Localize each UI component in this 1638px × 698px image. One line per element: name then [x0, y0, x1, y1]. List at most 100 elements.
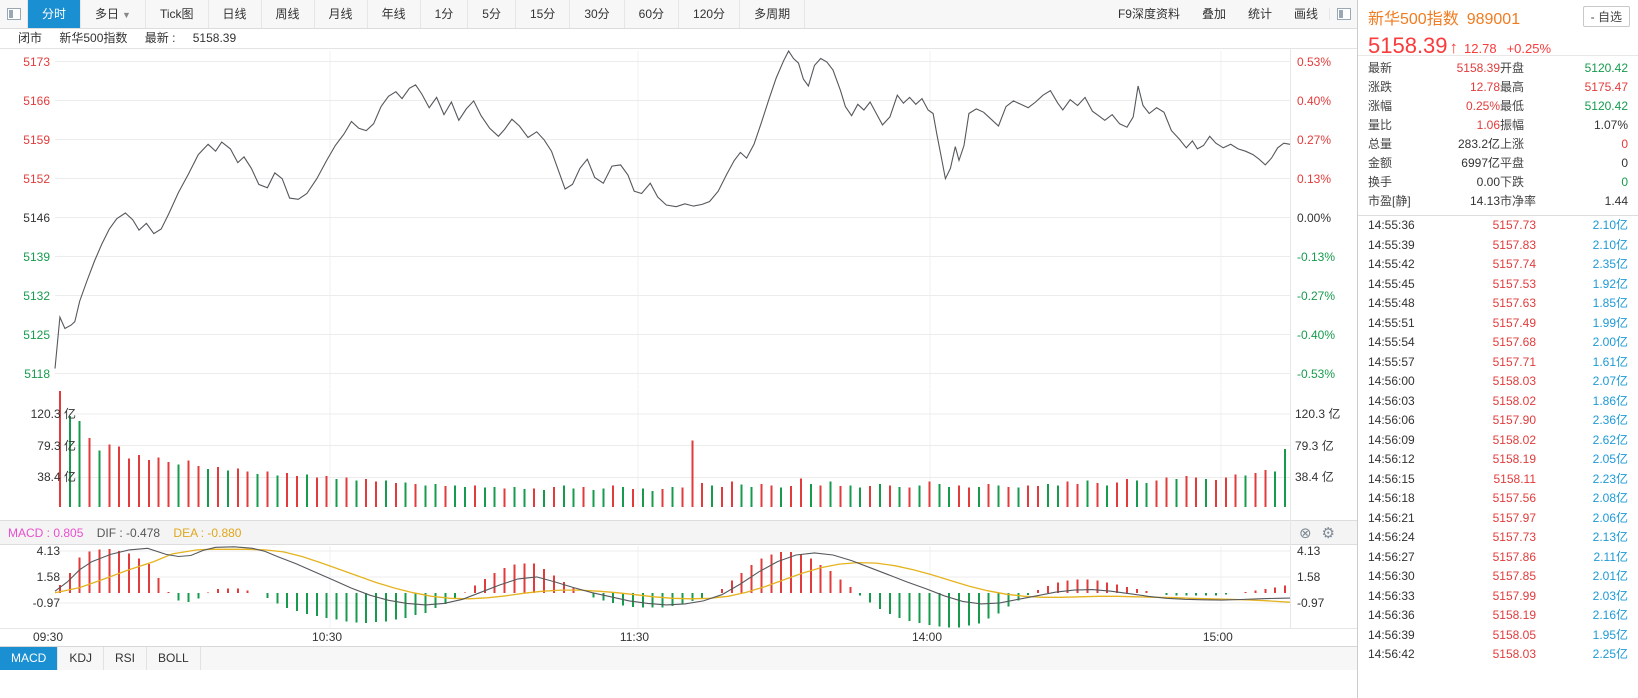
- quote-label: 换手: [1368, 175, 1393, 189]
- indicator-tab-MACD[interactable]: MACD: [0, 647, 59, 670]
- watchlist-remove-button[interactable]: - 自选: [1582, 6, 1630, 27]
- tick-price: 5157.71: [1492, 354, 1536, 369]
- axis-tick: -0.97: [1297, 596, 1325, 611]
- instrument-name: 新华500指数: [1368, 11, 1459, 28]
- period-toolbar: 分时 多日 ▼ Tick图 日线 周线 月线 年线 1分 5分 15分 30分 60分 120分 多周期 F…: [0, 0, 1357, 29]
- tick-row: 14:55:54 5157.68 2.00亿: [1358, 333, 1638, 353]
- period-tab-多周期[interactable]: 多周期: [740, 0, 806, 28]
- axis-tick: -0.13%: [1297, 249, 1336, 264]
- axis-tick: 0.40%: [1297, 93, 1332, 108]
- market-status: 闭市: [18, 31, 43, 45]
- tick-time: 14:55:48: [1368, 296, 1415, 310]
- tick-price: 5158.03: [1492, 647, 1536, 661]
- toolbar-action-叠加[interactable]: 叠加: [1201, 7, 1226, 21]
- tick-row: 14:56:15 5158.11 2.23亿: [1358, 470, 1638, 490]
- toolbar-action-F9深度资料[interactable]: F9深度资料: [1117, 7, 1180, 21]
- axis-tick: 5173: [23, 54, 50, 69]
- tick-volume: 2.13亿: [1592, 530, 1628, 544]
- price-chart-pane[interactable]: 5173 5166 5159 5152 5146 5139 5132 5125 5118 0.53…: [0, 48, 1357, 391]
- tick-price: 5158.19: [1492, 608, 1536, 622]
- axis-tick: -0.40%: [1297, 327, 1336, 342]
- quote-label: 开盘: [1500, 61, 1525, 75]
- tick-time: 14:56:21: [1368, 510, 1415, 525]
- macd-header-bar: MACD : 0.805 DIF : -0.478 DEA : -0.880 ⊗…: [0, 520, 1357, 545]
- gear-icon[interactable]: ⚙: [1321, 525, 1345, 542]
- indicator-tab-RSI[interactable]: RSI: [104, 647, 148, 670]
- period-tab-分时[interactable]: 分时: [28, 0, 82, 28]
- period-tab-日线[interactable]: 日线: [209, 0, 262, 28]
- axis-tick: 5166: [23, 93, 50, 108]
- time-axis-label: 10:30: [312, 630, 343, 644]
- period-tab-Tick图[interactable]: Tick图: [146, 0, 209, 28]
- tick-price: 5157.73: [1492, 218, 1536, 232]
- time-axis-label: 11:30: [619, 630, 650, 644]
- toolbar-action-画线[interactable]: 画线: [1293, 7, 1318, 21]
- tick-volume: 1.86亿: [1592, 393, 1628, 408]
- axis-tick: 120.3 亿: [30, 407, 76, 421]
- tick-price: 5157.53: [1492, 276, 1536, 291]
- quote-label: 总量: [1368, 137, 1393, 151]
- tick-time: 14:55:36: [1368, 218, 1415, 232]
- quote-label: 上涨: [1500, 137, 1525, 151]
- quote-row: 涨幅 0.25% 最低 5120.42: [1368, 97, 1628, 116]
- tick-price: 5157.63: [1492, 296, 1536, 310]
- close-icon[interactable]: ⊗: [1298, 525, 1322, 542]
- axis-tick: 5125: [23, 327, 50, 342]
- quote-value: 5120.42: [1584, 99, 1628, 113]
- quote-value: 1.07%: [1593, 118, 1628, 132]
- period-tab-年线[interactable]: 年线: [368, 0, 421, 28]
- tick-price: 5157.74: [1492, 257, 1536, 271]
- tick-time: 14:55:54: [1368, 335, 1415, 349]
- indicator-tab-BOLL[interactable]: BOLL: [147, 647, 201, 670]
- period-tab-5分[interactable]: 5分: [468, 0, 516, 28]
- quote-value: 0: [1621, 137, 1628, 151]
- axis-tick: 4.13: [1297, 544, 1321, 559]
- panel-toggle-icon[interactable]: [1329, 8, 1357, 20]
- tick-row: 14:56:12 5158.19 2.05亿: [1358, 450, 1638, 470]
- tick-volume: 2.03亿: [1592, 588, 1628, 603]
- indicator-tabs: MACD KDJ RSI BOLL: [0, 646, 1357, 670]
- period-tab-60分[interactable]: 60分: [625, 0, 680, 28]
- period-tab-周线[interactable]: 周线: [262, 0, 315, 28]
- period-tab-120分[interactable]: 120分: [679, 0, 741, 28]
- period-tab-多日[interactable]: 多日 ▼: [81, 0, 146, 28]
- period-tabs: 分时 多日 ▼ Tick图 日线 周线 月线 年线 1分 5分 15分 30分 60分 120分 多周期: [28, 0, 806, 28]
- toolbar-action-统计[interactable]: 统计: [1247, 7, 1272, 21]
- quote-value: 5158.39: [1456, 61, 1500, 75]
- tick-price: 5157.68: [1492, 335, 1536, 349]
- axis-tick: 5139: [23, 249, 50, 264]
- tick-volume: 2.06亿: [1592, 510, 1628, 525]
- period-tab-月线[interactable]: 月线: [315, 0, 368, 28]
- plot-right-border: [1290, 48, 1291, 628]
- quote-value: 283.2亿: [1457, 137, 1500, 151]
- tick-row: 14:55:57 5157.71 1.61亿: [1358, 353, 1638, 373]
- quote-row: 金额 6997亿 平盘 0: [1368, 154, 1628, 173]
- tick-row: 14:56:00 5158.03 2.07亿: [1358, 372, 1638, 392]
- macd-chart-pane[interactable]: 4.13 4.13 1.58 1.58 -0.97 -0.97: [0, 544, 1357, 629]
- dif-value-label: DIF : -0.478: [96, 526, 161, 540]
- quote-value: 0: [1621, 175, 1628, 189]
- axis-tick: 1.58: [36, 570, 60, 585]
- axis-tick: 4.13: [36, 544, 60, 559]
- axis-tick: 1.58: [1297, 570, 1321, 585]
- indicator-tab-KDJ[interactable]: KDJ: [58, 647, 105, 670]
- time-axis: 09:30 10:30 11:30 14:00 15:00: [0, 628, 1357, 646]
- axis-tick: 0.13%: [1297, 171, 1332, 186]
- axis-tick: 0.27%: [1297, 132, 1332, 147]
- tick-time: 14:55:42: [1368, 257, 1415, 271]
- toolbar-right: F9深度资料 叠加 统计 画线: [1107, 0, 1357, 28]
- time-axis-label: 15:00: [1202, 630, 1233, 644]
- volume-chart-pane[interactable]: 120.3 亿 120.3 亿 79.3 亿 79.3 亿 38.4 亿 38.4 亿: [0, 390, 1357, 520]
- tick-row: 14:56:24 5157.73 2.13亿: [1358, 528, 1638, 548]
- period-tab-30分[interactable]: 30分: [570, 0, 625, 28]
- period-tab-15分[interactable]: 15分: [516, 0, 571, 28]
- tick-time: 14:55:39: [1368, 237, 1415, 252]
- quote-value: 12.78: [1469, 80, 1500, 94]
- axis-tick: -0.27%: [1297, 288, 1336, 303]
- tick-price: 5158.03: [1492, 374, 1536, 388]
- period-tab-1分[interactable]: 1分: [421, 0, 469, 28]
- last-price: 5158.39: [1368, 33, 1448, 58]
- tick-list[interactable]: 14:55:36 5157.73 2.10亿 14:55:39 5157.83 2.10亿…: [1358, 215, 1638, 686]
- quote-label: 量比: [1368, 118, 1393, 132]
- layout-toggle-icon[interactable]: [0, 0, 28, 28]
